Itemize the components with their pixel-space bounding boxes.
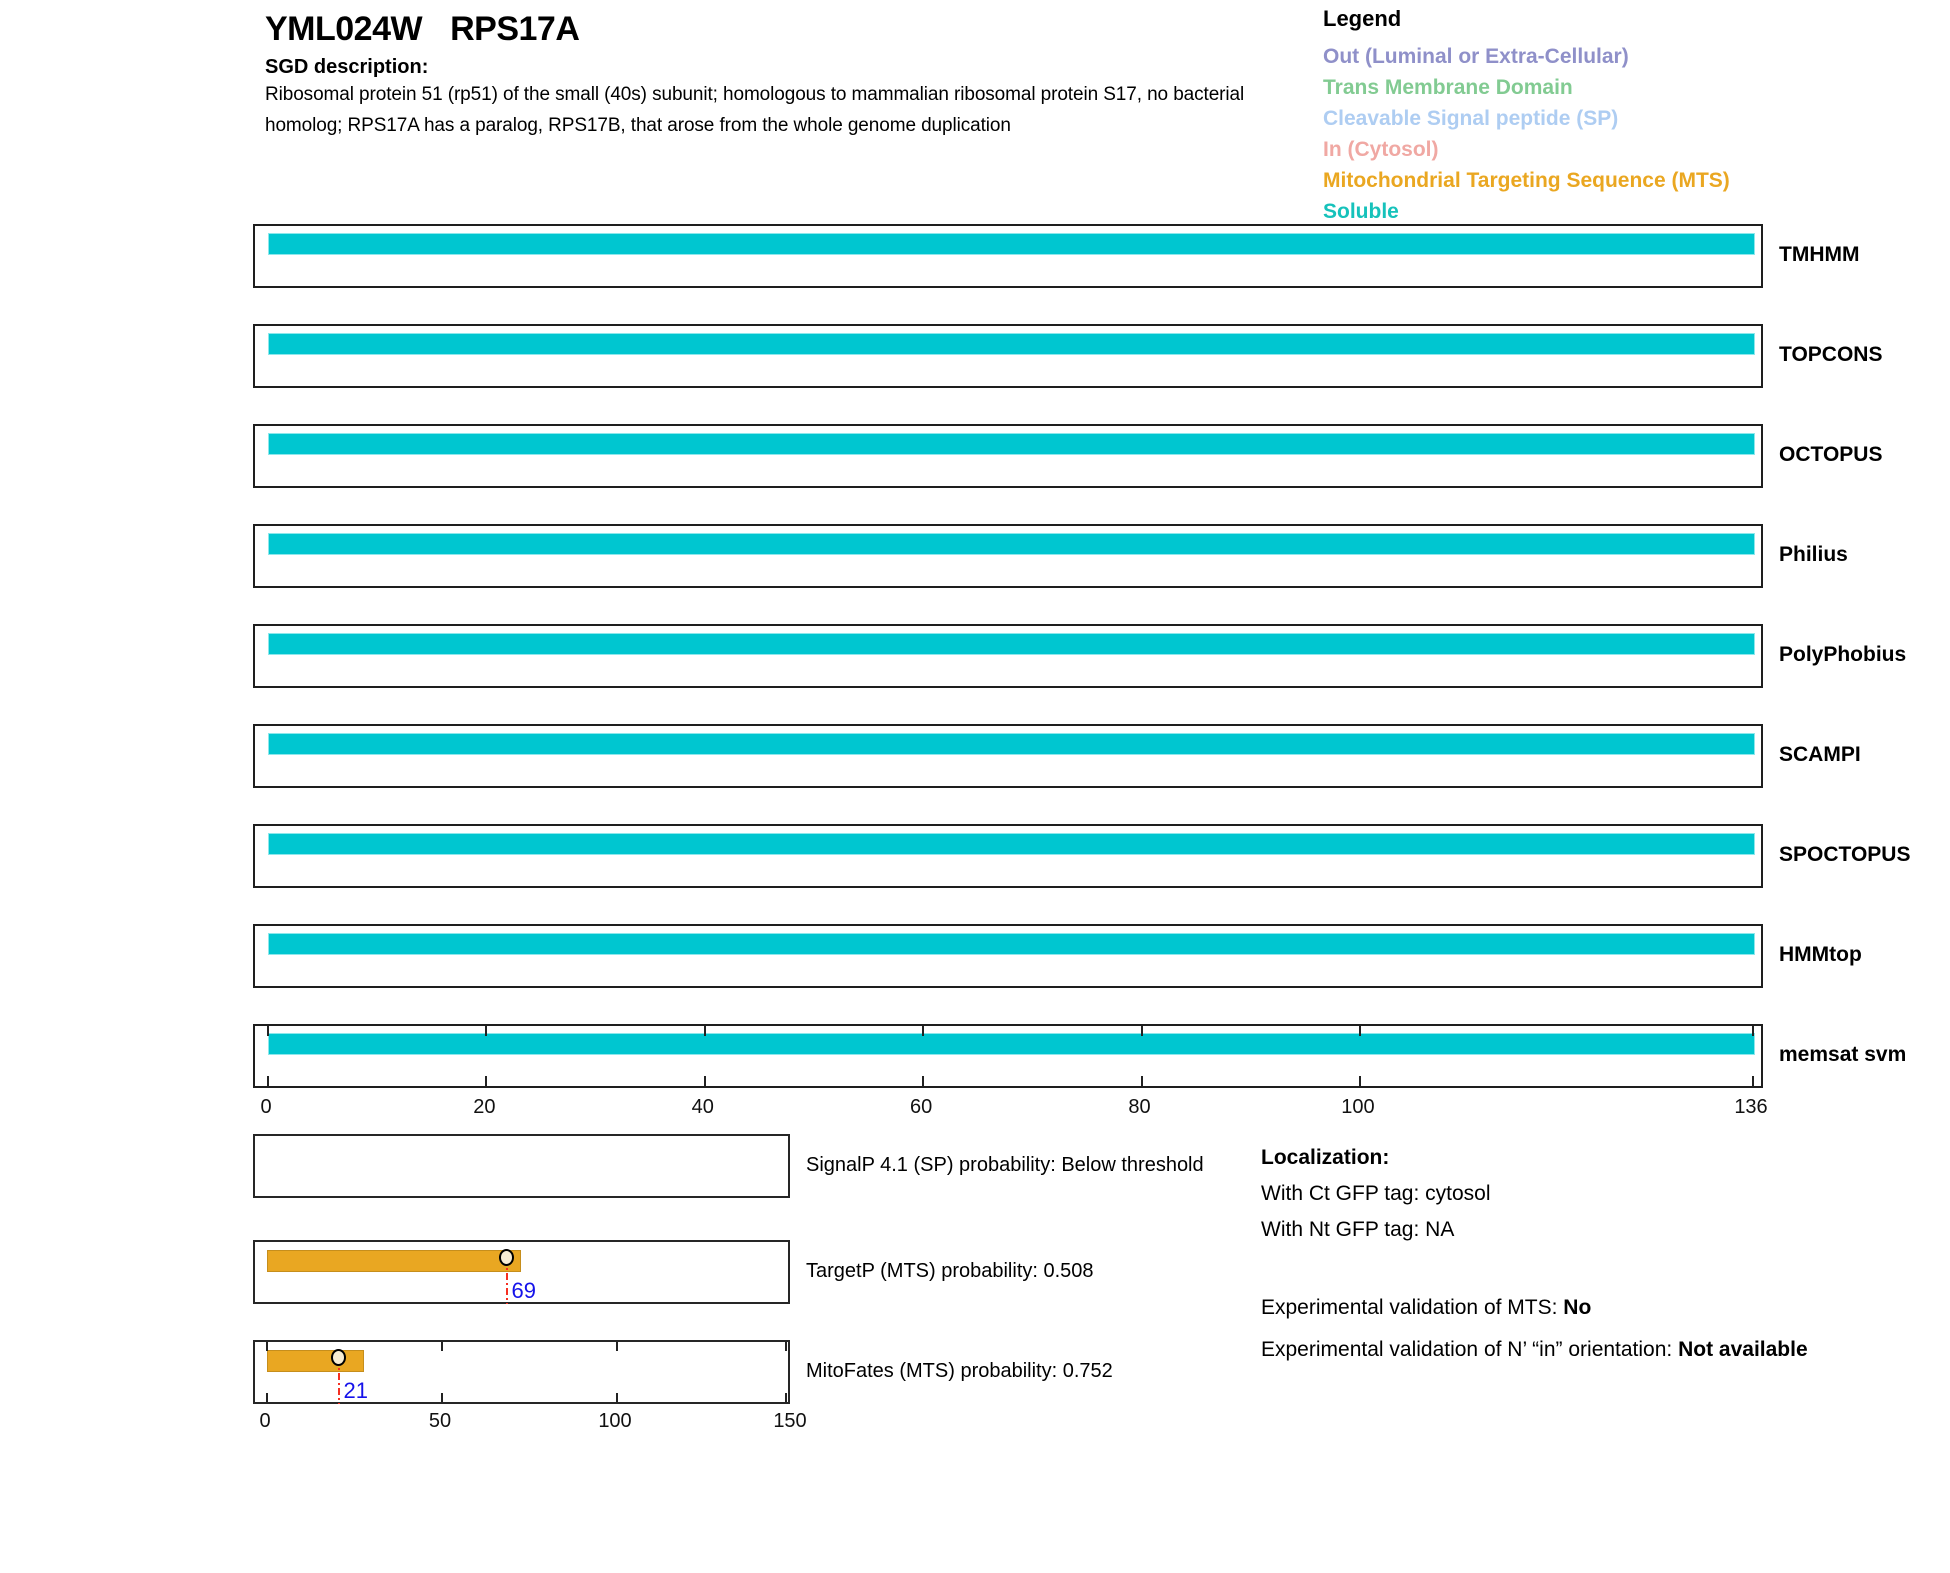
axis-tick (267, 1026, 269, 1036)
track-label-memsat-svm: memsat svm (1779, 1043, 1907, 1066)
track-box-philius (253, 524, 1763, 588)
track-box-hmmtop (253, 924, 1763, 988)
axis-tick-label: 100 (1341, 1096, 1375, 1118)
cleavage-site-marker (330, 1349, 346, 1366)
axis-tick-label: 20 (473, 1096, 496, 1118)
axis-tick (616, 1342, 618, 1351)
axis-tick-label: 150 (773, 1410, 807, 1432)
plot-caption: MitoFates (MTS) probability: 0.752 (806, 1360, 1113, 1382)
axis-tick (616, 1393, 618, 1402)
legend-entry-cleavable-signal-peptide-sp-: Cleavable Signal peptide (SP) (1323, 107, 1619, 130)
axis-tick (266, 1393, 268, 1402)
track-label-topcons: TOPCONS (1779, 343, 1883, 366)
track-label-spoctopus: SPOCTOPUS (1779, 843, 1911, 866)
track-label-philius: Philius (1779, 543, 1848, 566)
axis-tick-label: 50 (428, 1410, 452, 1432)
axis-tick-label: 40 (691, 1096, 714, 1118)
mts-bar (267, 1350, 364, 1372)
axis-tick (1358, 1026, 1361, 1036)
mts-bar (267, 1250, 521, 1272)
track-label-scampi: SCAMPI (1779, 743, 1861, 766)
track-box-tmhmm (253, 224, 1763, 288)
soluble-bar (268, 933, 1755, 955)
axis-tick (785, 1342, 787, 1351)
axis-tick (1752, 1026, 1754, 1036)
orf-name: YML024W (265, 10, 423, 48)
axis-tick-label: 60 (910, 1096, 933, 1118)
axis-tick (1358, 1076, 1361, 1086)
axis-tick-label: 80 (1128, 1096, 1151, 1118)
mts-validation-value: No (1563, 1296, 1592, 1319)
axis-tick (485, 1026, 488, 1036)
track-box-topcons (253, 324, 1763, 388)
orientation-validation-value: Not available (1678, 1338, 1808, 1361)
track-label-polyphobius: PolyPhobius (1779, 643, 1907, 666)
legend: Legend Out (Luminal or Extra-Cellular) Tr… (1323, 6, 1923, 227)
nt-gfp-tag-text: With Nt GFP tag: NA (1261, 1218, 1455, 1241)
plot-box-targetp (253, 1240, 790, 1304)
plot-caption: TargetP (MTS) probability: 0.508 (806, 1260, 1094, 1282)
axis-tick (703, 1076, 706, 1086)
axis-tick (703, 1026, 706, 1036)
track-box-scampi (253, 724, 1763, 788)
axis-tick (441, 1393, 443, 1402)
track-label-hmmtop: HMMtop (1779, 943, 1862, 966)
orientation-validation-prefix: Experimental validation of N’ “in” orien… (1261, 1338, 1679, 1361)
legend-entry-trans-membrane-domain: Trans Membrane Domain (1323, 76, 1573, 99)
axis-tick (267, 1076, 269, 1086)
soluble-bar (268, 533, 1755, 555)
spacer (1261, 1248, 1821, 1290)
soluble-bar (268, 1033, 1755, 1055)
gene-name: RPS17A (450, 10, 580, 48)
axis-tick (485, 1076, 488, 1086)
axis-tick (785, 1393, 787, 1402)
legend-entry-mitochondrial-targeting-sequence-mts-: Mitochondrial Targeting Sequence (MTS) (1323, 169, 1730, 192)
axis-tick (922, 1076, 925, 1086)
mts-validation-text: Experimental validation of MTS: No (1261, 1290, 1821, 1326)
plot-caption: SignalP 4.1 (SP) probability: Below thre… (806, 1154, 1204, 1176)
legend-title: Legend (1323, 6, 1402, 31)
info-column: Localization: With Ct GFP tag: cytosol W… (1261, 1140, 1821, 1368)
page-title: YML024W RPS17A (265, 10, 580, 49)
track-box-spoctopus (253, 824, 1763, 888)
axis-tick (1140, 1076, 1143, 1086)
axis-tick (441, 1342, 443, 1351)
cleavage-line (505, 1258, 508, 1304)
plot-box-signalp (253, 1134, 790, 1198)
track-label-tmhmm: TMHMM (1779, 243, 1860, 266)
orientation-validation-text: Experimental validation of N’ “in” orien… (1261, 1332, 1821, 1368)
sgd-description-text: Ribosomal protein 51 (rp51) of the small… (265, 84, 1245, 136)
cleavage-site-marker (498, 1249, 514, 1266)
cleavage-line (337, 1358, 340, 1404)
cleavage-position-label: 21 (343, 1378, 368, 1403)
sgd-description-label: SGD description: (265, 56, 429, 78)
legend-entries: Out (Luminal or Extra-Cellular) Trans Mem… (1323, 41, 1923, 227)
soluble-bar (268, 233, 1755, 255)
axis-tick (1140, 1026, 1143, 1036)
soluble-bar (268, 333, 1755, 355)
axis-tick-label: 0 (259, 1410, 271, 1432)
soluble-bar (268, 633, 1755, 655)
legend-entry-soluble: Soluble (1323, 200, 1399, 223)
cleavage-position-label: 69 (511, 1278, 536, 1303)
legend-entry-out-luminal-or-extra-cellular-: Out (Luminal or Extra-Cellular) (1323, 45, 1629, 68)
track-label-octopus: OCTOPUS (1779, 443, 1883, 466)
track-box-octopus (253, 424, 1763, 488)
localization-title: Localization: (1261, 1146, 1390, 1169)
axis-tick-label: 0 (260, 1096, 272, 1118)
soluble-bar (268, 733, 1755, 755)
soluble-bar (268, 433, 1755, 455)
soluble-bar (268, 833, 1755, 855)
axis-tick (922, 1026, 925, 1036)
mts-validation-prefix: Experimental validation of MTS: (1261, 1296, 1564, 1319)
axis-tick-label: 100 (598, 1410, 632, 1432)
axis-tick (1752, 1076, 1754, 1086)
ct-gfp-tag-text: With Ct GFP tag: cytosol (1261, 1182, 1491, 1205)
axis-tick-label: 136 (1734, 1096, 1768, 1118)
track-box-polyphobius (253, 624, 1763, 688)
track-box-memsat-svm (253, 1024, 1763, 1088)
legend-entry-in-cytosol-: In (Cytosol) (1323, 138, 1439, 161)
axis-tick (266, 1342, 268, 1351)
